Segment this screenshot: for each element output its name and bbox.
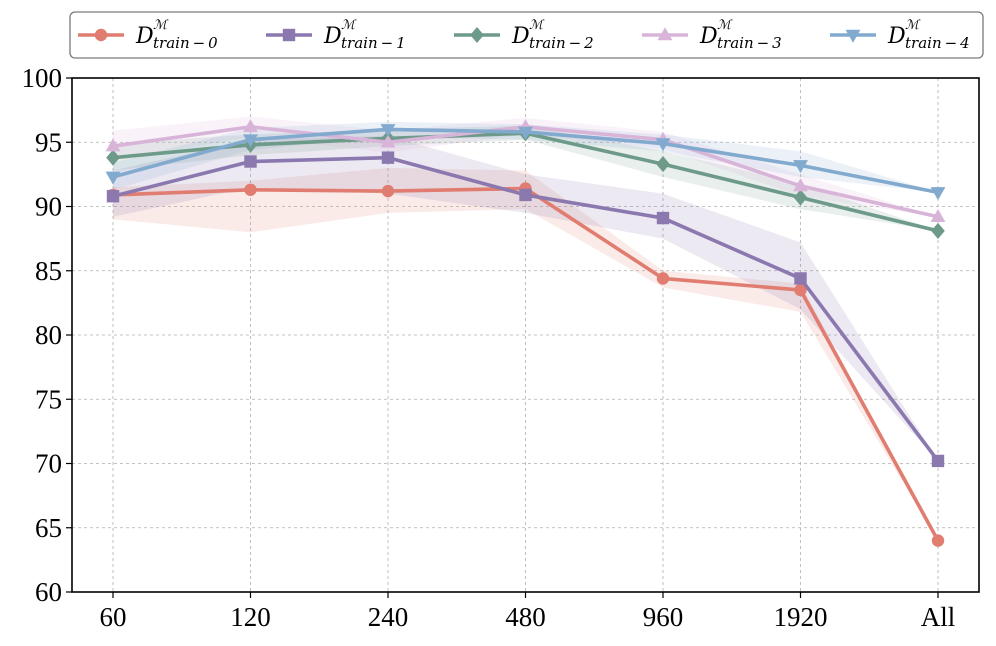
data-point <box>105 171 121 185</box>
x-tick-label: 1920 <box>774 602 828 632</box>
legend-label: D <box>699 24 718 49</box>
data-point <box>381 151 395 164</box>
data-point <box>655 138 671 152</box>
data-point <box>656 272 670 285</box>
data-point <box>931 534 945 547</box>
legend-marker <box>470 26 484 44</box>
data-point <box>244 155 257 168</box>
legend-box <box>69 11 984 59</box>
legend-label-sup: ℳ <box>341 18 357 33</box>
data-point <box>794 283 807 297</box>
series-band <box>113 121 938 193</box>
x-tick-label: 120 <box>230 602 271 632</box>
legend-label: D <box>135 24 154 49</box>
x-tick-label: 60 <box>100 602 127 632</box>
data-point <box>518 126 533 140</box>
legend-label-sub: train − 1 <box>341 34 406 52</box>
legend-label: D <box>323 24 342 49</box>
y-tick-label: 70 <box>35 449 62 479</box>
legend-label: D <box>887 24 906 49</box>
y-tick-label: 100 <box>22 63 63 93</box>
data-point <box>931 454 945 468</box>
data-point <box>930 209 946 223</box>
legend-label-sub: train − 0 <box>153 34 218 52</box>
data-point <box>793 178 808 192</box>
x-tick-label: 480 <box>505 602 546 632</box>
y-tick-label: 75 <box>35 384 62 414</box>
data-point <box>381 184 395 198</box>
data-point <box>243 134 258 148</box>
data-point <box>793 160 808 174</box>
x-tick-label: All <box>921 602 956 632</box>
x-tick-label: 960 <box>643 602 684 632</box>
y-tick-label: 65 <box>35 513 62 543</box>
data-point <box>243 119 258 133</box>
data-point <box>793 189 808 206</box>
x-tick-label: 240 <box>368 602 409 632</box>
y-tick-label: 60 <box>35 577 62 607</box>
legend-marker <box>657 27 673 41</box>
data-point <box>380 134 396 148</box>
legend-label-sup: ℳ <box>905 18 921 33</box>
data-point <box>931 222 945 239</box>
data-point <box>794 272 807 285</box>
legend-label-sub: train − 3 <box>717 34 782 52</box>
data-point <box>105 138 121 152</box>
data-point <box>380 124 396 138</box>
legend-label-sup: ℳ <box>529 18 545 33</box>
axes: 60 65 70 75 80 85 90 95 100 60 120 240 480 960 1920 All <box>22 63 956 632</box>
data-point <box>930 187 946 201</box>
legend-label: D <box>511 24 530 49</box>
data-point <box>106 190 120 203</box>
y-tick-label: 80 <box>35 320 62 350</box>
data-point <box>656 211 670 225</box>
legend-label-sub: train − 4 <box>905 34 970 52</box>
y-tick-label: 90 <box>35 192 62 222</box>
legend-marker <box>282 28 296 42</box>
series-lines <box>105 119 946 547</box>
legend-label-sup: ℳ <box>153 18 169 33</box>
series-band <box>113 167 938 541</box>
legend-marker <box>845 29 861 43</box>
legend-marker <box>94 28 108 42</box>
legend-label-sub: train − 2 <box>529 34 594 52</box>
data-point <box>106 149 120 166</box>
legend-label-sup: ℳ <box>717 18 733 33</box>
y-tick-label: 95 <box>35 127 62 157</box>
y-tick-label: 85 <box>35 256 62 286</box>
data-point <box>656 156 670 173</box>
data-point <box>244 183 257 196</box>
data-point <box>519 188 532 202</box>
